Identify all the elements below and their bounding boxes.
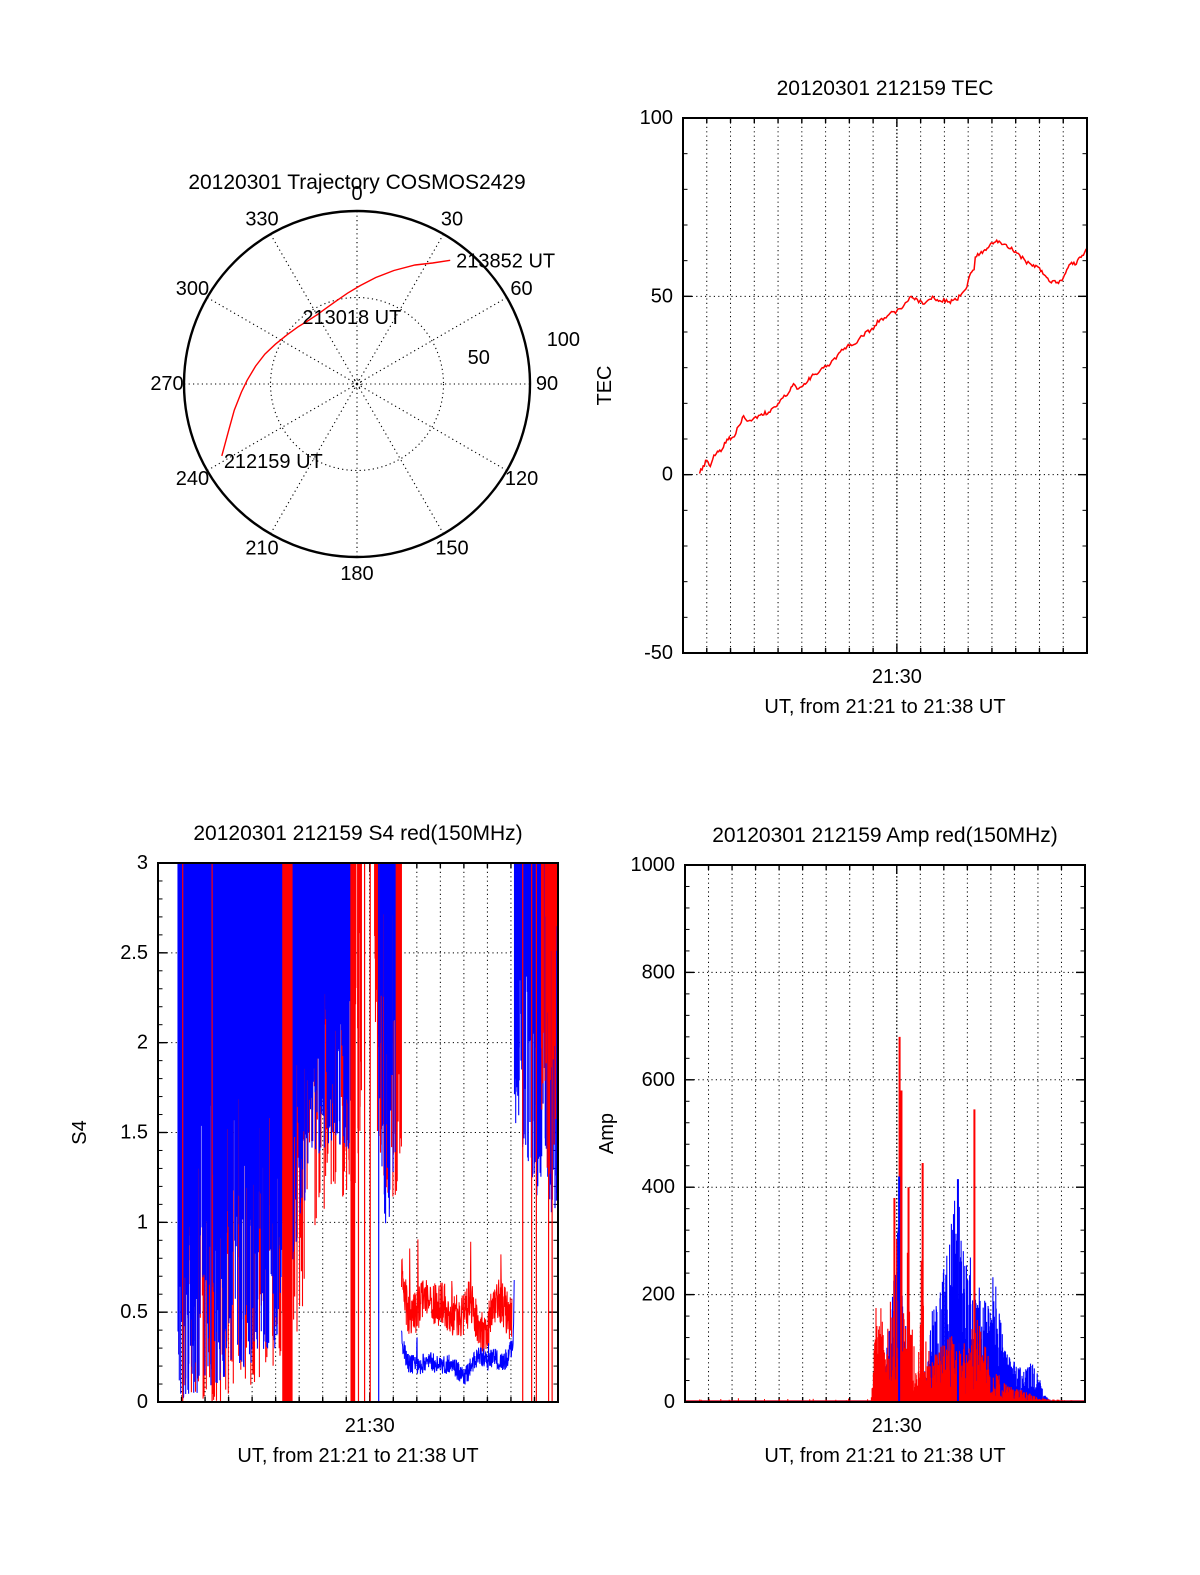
svg-text:330: 330 [245,208,278,230]
y-tick-label: 2 [137,1032,148,1054]
trajectory-time-annotation: 212159 UT [224,451,323,473]
x-major-tick-label: 21:30 [872,666,922,688]
svg-text:120: 120 [505,468,538,490]
y-axis-label: Amp [596,1113,618,1154]
chart-title: 20120301 212159 S4 red(150MHz) [193,822,522,845]
y-tick-label: 1.5 [120,1122,148,1144]
y-tick-label: 1 [137,1211,148,1233]
x-axis-label: UT, from 21:21 to 21:38 UT [764,1445,1005,1467]
y-tick-label: 1000 [631,854,676,876]
svg-text:150: 150 [435,538,468,560]
svg-text:50: 50 [468,347,490,369]
chart-title: 20120301 212159 Amp red(150MHz) [712,824,1058,847]
y-tick-label: 0 [137,1391,148,1413]
y-tick-label: 2.5 [120,942,148,964]
svg-text:180: 180 [340,563,373,585]
x-major-tick-label: 21:30 [345,1415,395,1437]
y-tick-label: -50 [644,642,673,664]
x-axis-label: UT, from 21:21 to 21:38 UT [764,696,1005,718]
y-tick-label: 200 [642,1284,675,1306]
y-tick-label: 50 [651,285,673,307]
y-tick-label: 600 [642,1069,675,1091]
trajectory-time-annotation: 213018 UT [302,307,401,329]
svg-text:90: 90 [536,373,558,395]
y-tick-label: 800 [642,961,675,983]
svg-text:0: 0 [351,183,362,205]
y-tick-label: 100 [640,107,673,129]
svg-text:210: 210 [245,538,278,560]
x-major-tick-label: 21:30 [872,1415,922,1437]
y-axis-label: TEC [594,366,616,406]
tec-plot: -50 0 50 100 20120301 212159 TEC 21:30 UT, fro… [594,77,1088,718]
trajectory-time-annotation: 213852 UT [456,250,555,272]
y-tick-label: 0 [664,1391,675,1413]
svg-text:20120301 Trajectory COSMOS2429: 20120301 Trajectory COSMOS2429 [188,171,525,194]
s4-plot: 0 0.5 1 1.5 2 2.5 3 20120301 212159 S4 red(150M… [69,822,559,1467]
x-axis-label: UT, from 21:21 to 21:38 UT [237,1445,478,1467]
y-tick-label: 3 [137,852,148,874]
y-tick-label: 400 [642,1176,675,1198]
y-tick-label: 0.5 [120,1301,148,1323]
svg-text:240: 240 [176,468,209,490]
svg-text:100: 100 [547,329,580,351]
svg-text:60: 60 [510,278,532,300]
chart-title: 20120301 212159 TEC [777,77,994,100]
amp-plot: 0 200 400 600 800 1000 20120301 212159 Amp red… [596,824,1086,1467]
svg-text:270: 270 [150,373,183,395]
svg-text:300: 300 [176,278,209,300]
y-tick-label: 0 [662,464,673,486]
svg-text:30: 30 [441,208,463,230]
y-axis-label: S4 [69,1120,91,1144]
